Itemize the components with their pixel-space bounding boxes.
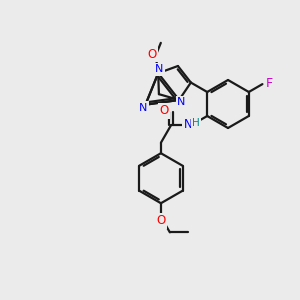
Text: O: O	[147, 48, 156, 61]
Text: O: O	[159, 104, 169, 117]
Text: O: O	[156, 214, 166, 227]
Text: N: N	[177, 97, 185, 107]
Text: F: F	[266, 76, 273, 90]
Text: H: H	[192, 118, 200, 128]
Text: N: N	[139, 103, 148, 113]
Text: N: N	[184, 118, 192, 131]
Text: N: N	[155, 64, 164, 74]
